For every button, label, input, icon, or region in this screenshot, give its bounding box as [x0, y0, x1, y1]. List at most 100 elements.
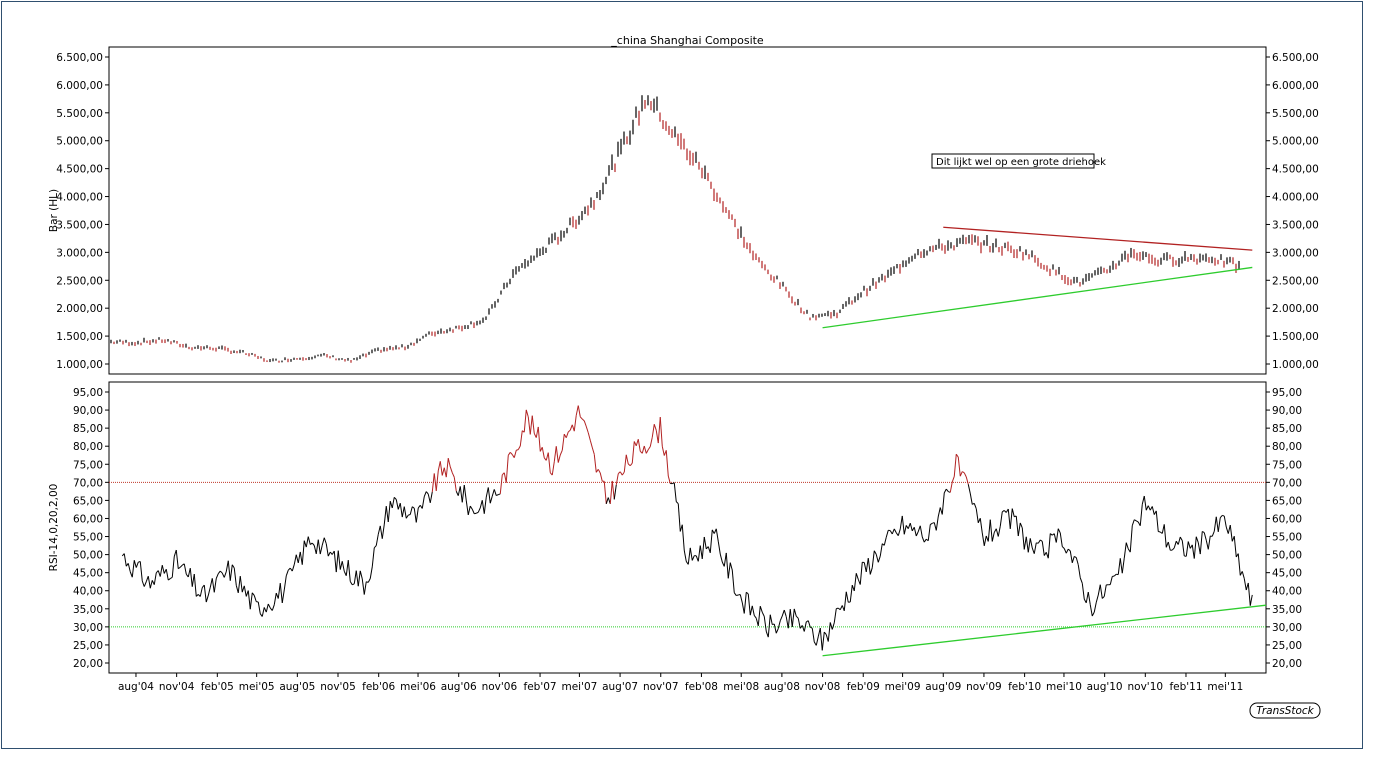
rsi-segment [609, 480, 613, 504]
rsi-segment [1213, 516, 1217, 532]
rsi-segment [831, 622, 835, 630]
rsi-segment [893, 528, 897, 533]
rsi-segment [719, 554, 723, 563]
rsi-segment [736, 594, 739, 597]
price-y-tick-label-left: 4.500,00 [56, 164, 103, 176]
rsi-segment [1091, 611, 1095, 617]
rsi-segment [203, 585, 207, 603]
rsi-segment [709, 529, 713, 553]
rsi-y-tick-label-left: 55,00 [73, 532, 103, 544]
rsi-segment [487, 487, 491, 504]
rsi-segment [587, 432, 591, 441]
rsi-segment [1223, 515, 1227, 528]
rsi-segment [341, 561, 345, 572]
price-y-tick-label-left: 5.500,00 [56, 108, 103, 120]
rsi-segment [1215, 516, 1219, 532]
rsi-segment [793, 608, 797, 617]
rsi-segment [625, 454, 629, 465]
rsi-y-tick-label-left: 50,00 [73, 550, 103, 562]
rsi-segment [305, 536, 309, 548]
rsi-segment [469, 505, 473, 510]
x-tick-label: mei'05 [239, 681, 275, 693]
rsi-segment [1025, 536, 1029, 553]
rsi-segment [579, 416, 583, 420]
rsi-segment [943, 488, 947, 494]
rsi-segment [621, 471, 625, 476]
rsi-segment [989, 519, 993, 542]
rsi-segment [481, 500, 485, 514]
rsi-segment [491, 489, 495, 497]
rsi-segment [729, 562, 733, 571]
rsi-segment [711, 529, 715, 534]
rsi-segment [1145, 505, 1149, 511]
rsi-segment [945, 488, 949, 492]
rsi-segment [867, 558, 871, 575]
rsi-y-tick-label-left: 40,00 [73, 586, 103, 598]
rsi-segment [1103, 584, 1107, 597]
rsi-y-tick-label-right: 30,00 [1272, 622, 1302, 634]
rsi-segment [149, 580, 153, 589]
rsi-segment [1167, 541, 1171, 551]
rsi-segment [335, 550, 339, 573]
rsi-segment [629, 462, 633, 467]
rsi-segment [827, 622, 831, 642]
x-tick-label: aug'08 [764, 681, 800, 693]
rsi-segment [591, 447, 595, 455]
rsi-segment [411, 506, 415, 509]
rsi-segment [179, 564, 183, 568]
rsi-segment [233, 567, 237, 586]
rsi-segment [408, 514, 411, 516]
rsi-segment [1185, 541, 1189, 557]
rsi-segment [477, 507, 481, 513]
rsi-segment [697, 545, 701, 562]
rsi-segment [505, 455, 509, 483]
badge-label: TransStock [1256, 705, 1314, 717]
rsi-segment [285, 570, 289, 576]
rsi-segment [953, 454, 957, 477]
rsi-segment [429, 491, 433, 503]
rsi-segment [315, 539, 319, 554]
rsi-segment [1173, 541, 1177, 549]
rsi-segment [731, 570, 735, 593]
rsi-segment [1033, 542, 1037, 554]
rsi-segment [1101, 596, 1105, 599]
rsi-segment [519, 430, 523, 447]
rsi-segment [489, 496, 493, 504]
rsi-segment [131, 560, 135, 578]
rsi-segment [493, 489, 497, 496]
rsi-segment [915, 531, 919, 537]
rsi-segment [1239, 571, 1243, 576]
rsi-segment [1099, 584, 1103, 599]
rsi-segment [1017, 522, 1021, 537]
rsi-y-tick-label-right: 80,00 [1272, 441, 1302, 453]
rsi-segment [293, 554, 297, 565]
rsi-segment [810, 626, 813, 629]
rsi-segment [787, 609, 791, 629]
rsi-segment [241, 585, 245, 593]
rsi-segment [1087, 591, 1091, 605]
rsi-segment [217, 570, 221, 574]
rsi-segment [437, 461, 441, 471]
rsi-segment [775, 628, 779, 634]
rsi-y-tick-label-right: 85,00 [1272, 423, 1302, 435]
rsi-segment [801, 625, 805, 632]
price-y-tick-label-left: 2.000,00 [56, 303, 103, 315]
rsi-segment [239, 576, 243, 593]
annotation-box [931, 153, 1095, 169]
x-tick-label: nov'08 [805, 681, 841, 693]
price-y-tick-label-right: 1.500,00 [1272, 331, 1319, 343]
rsi-segment [1136, 520, 1139, 523]
rsi-segment [423, 491, 427, 497]
rsi-segment [903, 525, 907, 535]
rsi-segment [1117, 558, 1121, 575]
rsi-segment [807, 620, 811, 628]
rsi-segment [199, 587, 203, 597]
rsi-segment [389, 501, 393, 509]
rsi-y-tick-label-left: 90,00 [73, 405, 103, 417]
rsi-segment [1217, 517, 1221, 532]
rsi-segment [605, 497, 609, 504]
rsi-segment [355, 570, 359, 587]
rsi-segment [243, 585, 247, 597]
rsi-segment [779, 615, 783, 621]
rsi-y-tick-label-right: 70,00 [1272, 477, 1302, 489]
